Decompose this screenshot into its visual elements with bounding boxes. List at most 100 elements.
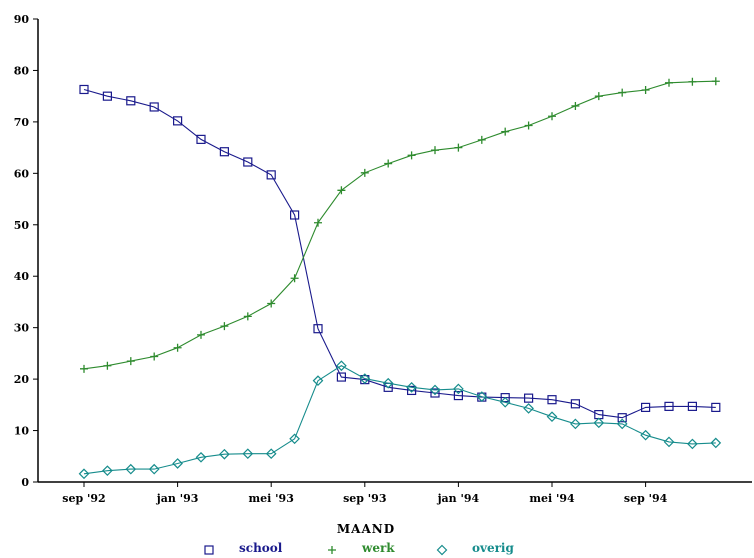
data-point-square	[430, 388, 440, 398]
data-point-plus	[501, 127, 510, 136]
data-point-square	[173, 116, 183, 126]
data-point-square	[407, 385, 417, 396]
data-point-diamond	[336, 360, 347, 372]
data-point-diamond	[663, 436, 675, 448]
data-point-plus	[337, 186, 346, 195]
data-point-square	[500, 393, 510, 403]
legend-label: overig	[472, 541, 514, 555]
data-point-square	[523, 393, 534, 403]
data-point-square	[204, 545, 214, 555]
data-point-diamond	[710, 437, 722, 449]
data-point-square	[102, 91, 113, 101]
y-tick-label: 10	[14, 425, 30, 438]
data-point-diamond	[312, 375, 324, 387]
series-line-werk	[83, 80, 716, 370]
y-tick-label: 30	[14, 322, 30, 335]
series-werk	[80, 77, 720, 373]
y-tick-label: 70	[14, 116, 30, 129]
series-school	[79, 84, 721, 423]
legend-item-werk: werk	[328, 541, 395, 555]
data-point-plus	[314, 218, 322, 227]
data-point-square	[711, 402, 721, 413]
series-overig	[78, 360, 722, 480]
data-point-diamond	[436, 544, 448, 556]
data-point-diamond	[546, 411, 558, 423]
y-tick-label: 60	[14, 167, 30, 180]
y-axis-ticks: 0 10 20 30 40 50 60 70 80 90	[14, 13, 38, 489]
data-point-square	[547, 395, 557, 405]
x-tick-label: sep '94	[624, 492, 668, 505]
data-point-diamond	[499, 396, 511, 408]
data-point-plus	[454, 143, 463, 152]
axes	[37, 19, 752, 483]
legend-item-school: school	[204, 541, 283, 555]
series-line-overig	[83, 365, 716, 475]
data-point-square	[664, 401, 674, 411]
data-point-plus	[711, 77, 720, 86]
data-point-diamond	[359, 373, 371, 384]
data-point-plus	[290, 274, 299, 283]
y-tick-label: 40	[14, 270, 30, 283]
legend: school werk overig	[204, 541, 514, 556]
data-point-square	[149, 102, 159, 112]
data-point-square	[313, 324, 323, 334]
data-point-plus	[267, 299, 276, 308]
data-point-plus	[477, 135, 486, 144]
data-point-square	[617, 413, 627, 423]
data-point-square	[266, 170, 276, 180]
data-point-diamond	[172, 458, 183, 469]
data-point-diamond	[453, 383, 464, 395]
data-point-plus	[571, 101, 580, 110]
data-point-plus	[618, 88, 627, 97]
data-point-plus	[150, 352, 159, 361]
data-point-plus	[524, 121, 533, 130]
data-point-plus	[641, 85, 650, 94]
data-point-square	[570, 399, 581, 409]
data-point-square	[243, 157, 253, 167]
series-layer	[78, 77, 722, 480]
data-point-square	[196, 134, 206, 144]
data-point-plus	[126, 357, 135, 366]
data-point-diamond	[616, 418, 628, 430]
data-point-diamond	[406, 381, 417, 393]
legend-item-overig: overig	[436, 541, 514, 556]
data-point-diamond	[640, 429, 651, 441]
data-point-plus	[220, 322, 229, 331]
legend-label: school	[239, 541, 283, 555]
data-point-plus	[173, 343, 182, 352]
data-point-plus	[328, 546, 336, 554]
data-point-diamond	[687, 438, 698, 450]
data-point-square	[290, 210, 300, 220]
data-point-plus	[594, 92, 603, 101]
data-point-square	[126, 96, 136, 106]
data-point-diamond	[265, 448, 277, 460]
legend-label: werk	[361, 541, 395, 555]
y-tick-label: 20	[14, 373, 30, 386]
data-point-diamond	[523, 403, 534, 414]
data-point-plus	[360, 168, 369, 177]
data-point-diamond	[125, 463, 137, 475]
data-point-square	[687, 401, 698, 411]
data-point-plus	[197, 330, 205, 339]
x-tick-label: mei '93	[249, 492, 294, 505]
x-axis-label: MAAND	[337, 522, 395, 536]
x-tick-label: sep '92	[62, 492, 105, 505]
data-point-plus	[384, 159, 393, 168]
data-point-diamond	[382, 377, 394, 389]
data-point-diamond	[78, 468, 90, 480]
x-axis-ticks: sep '92 jan '93 mei '93 sep '93 jan '94 mei '…	[62, 482, 668, 505]
data-point-diamond	[476, 391, 488, 402]
data-point-diamond	[148, 463, 160, 475]
data-point-plus	[548, 112, 556, 121]
y-tick-label: 0	[21, 476, 29, 489]
x-tick-label: sep '93	[343, 492, 386, 505]
data-point-diamond	[593, 417, 605, 429]
y-tick-label: 80	[14, 64, 30, 77]
data-point-plus	[80, 364, 88, 373]
data-point-square	[640, 402, 651, 413]
data-point-diamond	[570, 418, 581, 430]
data-point-plus	[103, 361, 112, 370]
data-point-diamond	[242, 448, 254, 460]
data-point-diamond	[102, 465, 113, 477]
